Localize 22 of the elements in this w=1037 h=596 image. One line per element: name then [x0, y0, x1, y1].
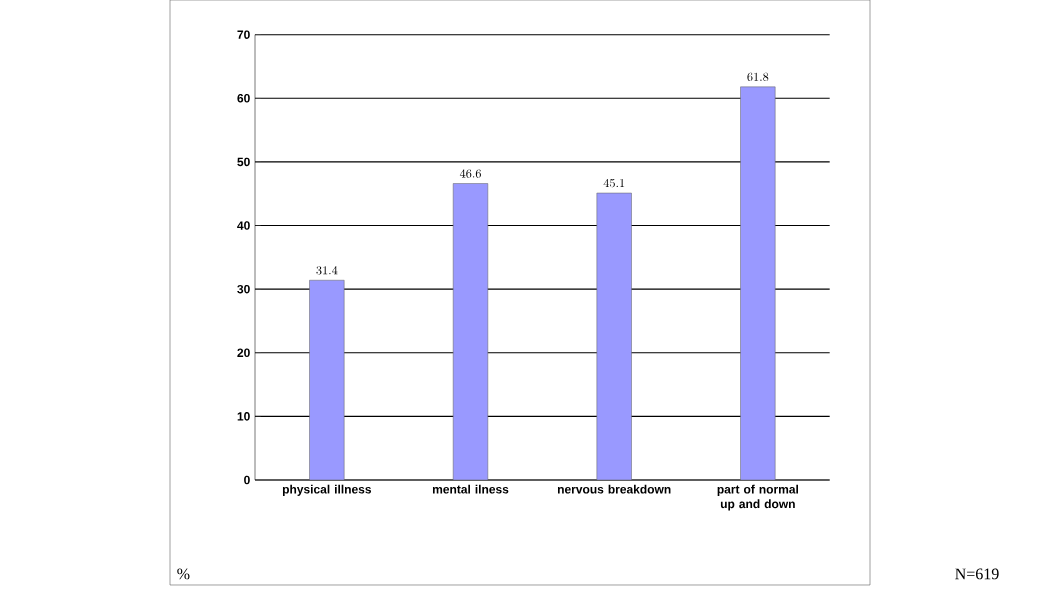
x-tick-label: physical illness	[282, 484, 372, 496]
bar	[740, 86, 776, 481]
data-label: 61 .8	[747, 72, 769, 82]
y-tick-label: 50	[237, 157, 250, 167]
y-axis-title: %	[177, 568, 190, 580]
data-label: 46.6	[459, 169, 481, 178]
x-tick-label: mental ilness	[432, 484, 509, 494]
x-tick-label: part of normal up and down	[717, 484, 798, 511]
data-label: 31 .4	[316, 266, 338, 275]
bar	[452, 183, 489, 481]
y-tick-label: 70	[237, 30, 250, 39]
y-tick-label: 30	[237, 284, 250, 294]
data-label: 45. 1	[603, 178, 625, 188]
text: N=619	[955, 568, 999, 580]
bar	[309, 279, 345, 481]
y-tick-label: 10	[237, 412, 250, 421]
bar	[596, 192, 632, 481]
x-tick-label: nervous breakdown	[557, 484, 671, 494]
y-tick-label: 40	[237, 221, 250, 230]
y-tick-label: 60	[237, 94, 250, 103]
y-tick-label: 20	[237, 348, 250, 358]
y-tick-label: 0	[244, 475, 250, 485]
